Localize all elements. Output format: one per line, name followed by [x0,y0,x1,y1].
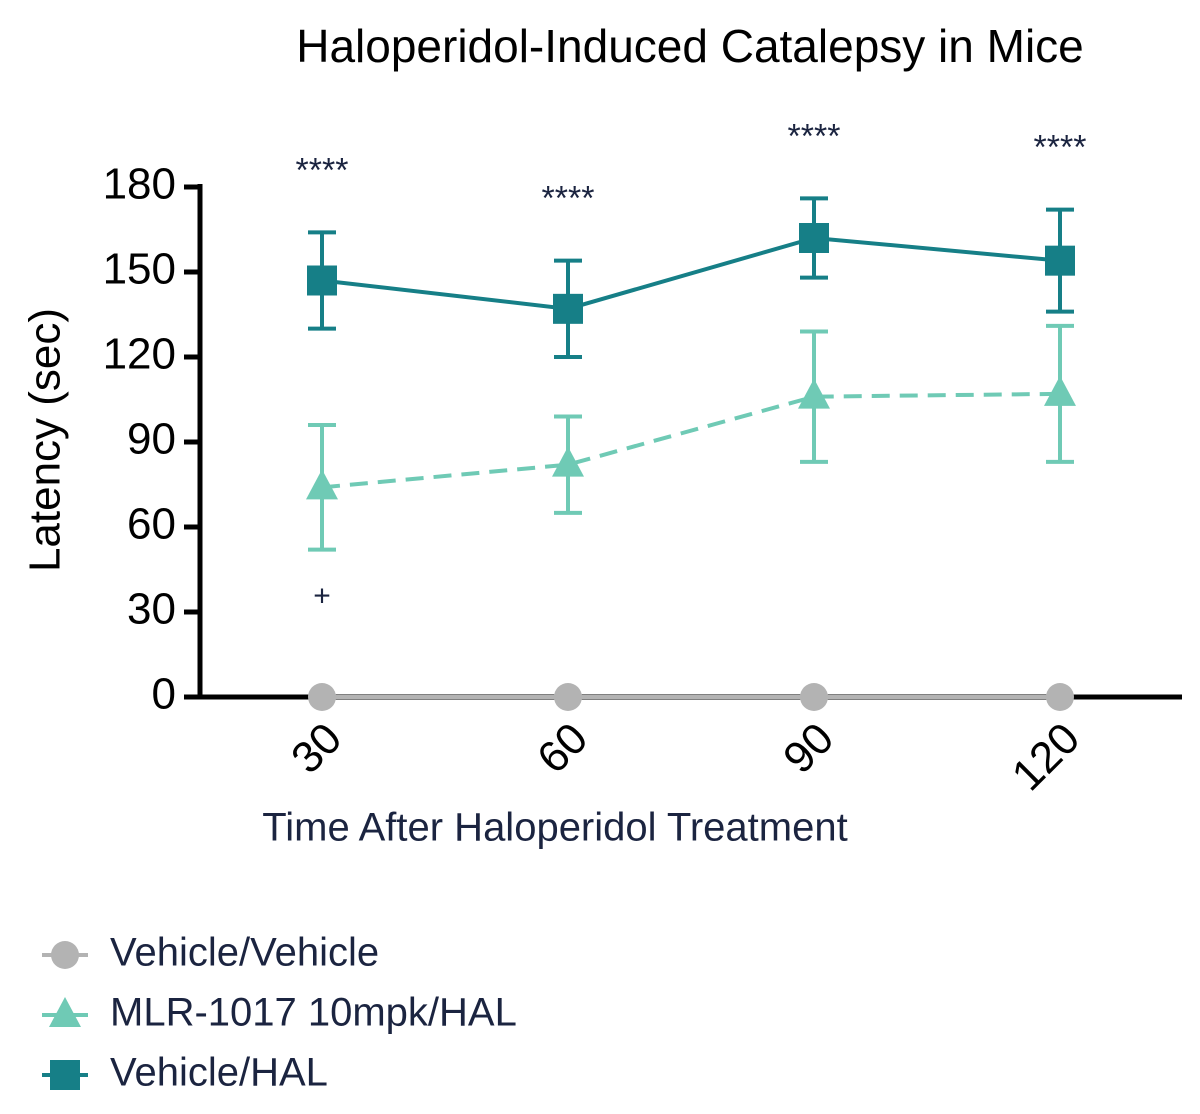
marker [1046,683,1074,711]
marker [800,683,828,711]
series-line [321,235,1061,311]
annotation: + [313,580,331,613]
series-line [321,391,1061,490]
marker [1045,245,1075,276]
marker [552,446,584,477]
legend-label: Vehicle/HAL [110,1051,328,1095]
annotation: **** [788,117,841,155]
marker [799,223,829,253]
annotation: **** [1034,129,1087,167]
marker [798,378,830,409]
annotation: **** [296,151,349,189]
x-tick-label: 60 [528,714,597,783]
x-tick-label: 120 [1003,714,1090,801]
y-tick-label: 60 [127,500,176,549]
chart-title: Haloperidol-Induced Catalepsy in Mice [296,20,1084,72]
x-tick-label: 90 [774,714,843,783]
y-tick-label: 120 [103,330,176,379]
marker [553,293,583,324]
legend-marker [49,997,81,1027]
y-tick-label: 0 [152,670,176,719]
y-tick-label: 150 [103,245,176,294]
marker [554,683,582,711]
legend-label: Vehicle/Vehicle [110,931,379,975]
marker [306,469,338,500]
marker [307,265,337,296]
legend-label: MLR-1017 10mpk/HAL [110,991,517,1035]
y-tick-label: 180 [103,160,176,209]
y-axis-label: Latency (sec) [21,308,70,572]
annotation: **** [542,180,595,218]
x-axis-label: Time After Haloperidol Treatment [262,806,847,850]
marker [308,683,336,711]
x-tick-label: 30 [282,714,351,783]
y-tick-label: 90 [127,415,176,464]
y-tick-label: 30 [127,585,176,634]
marker [1044,375,1076,406]
legend-marker [51,941,79,969]
legend-marker [50,1060,80,1090]
